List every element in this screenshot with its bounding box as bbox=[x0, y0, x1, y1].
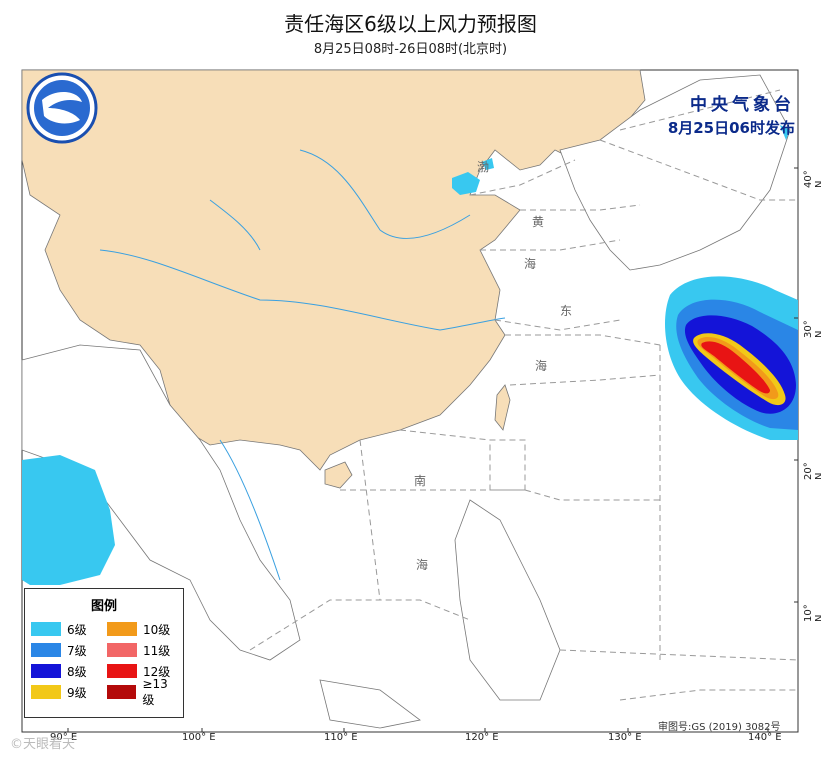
agency-name: 中央气象台 bbox=[690, 95, 795, 115]
legend-swatch bbox=[107, 664, 137, 678]
cma-logo bbox=[26, 72, 98, 144]
lon-label: 100° E bbox=[182, 732, 216, 743]
legend-swatch bbox=[107, 622, 137, 636]
sea-label-hai-3: 海 bbox=[416, 558, 429, 572]
china-landmass bbox=[21, 69, 646, 471]
legend-item: 6级 bbox=[31, 621, 103, 637]
legend-item: 7级 bbox=[31, 642, 103, 658]
sea-label-huang: 黄 bbox=[532, 215, 545, 229]
watermark: ©天眼看天 bbox=[10, 737, 76, 752]
lat-label: 30° N bbox=[803, 320, 821, 338]
legend-swatch bbox=[31, 685, 61, 699]
issue-time: 8月25日06时发布 bbox=[667, 119, 795, 137]
page-title: 责任海区6级以上风力预报图 bbox=[284, 12, 537, 36]
legend-item: 12级 bbox=[107, 663, 179, 679]
lat-label: 40° N bbox=[803, 170, 821, 188]
hainan-island bbox=[324, 461, 353, 489]
legend-item: 9级 bbox=[31, 684, 103, 700]
sea-label-hai-1: 海 bbox=[524, 257, 537, 271]
typhoon-wind-field bbox=[665, 276, 798, 440]
lon-label: 130° E bbox=[608, 732, 642, 743]
lat-label: 20° N bbox=[803, 462, 821, 480]
agency-stamp: 中央气象台 8月25日06时发布 bbox=[668, 90, 795, 138]
sea-label-hai-2: 海 bbox=[535, 359, 548, 373]
taiwan-island bbox=[494, 384, 511, 431]
lon-label: 120° E bbox=[465, 732, 499, 743]
wind-zone-bengal bbox=[22, 455, 115, 585]
legend-swatch bbox=[31, 643, 61, 657]
sea-label-bohai: 渤 bbox=[477, 160, 490, 174]
legend-swatch bbox=[31, 622, 61, 636]
lon-label: 90° E bbox=[50, 732, 78, 743]
sea-label-dong: 东 bbox=[560, 304, 573, 318]
lat-label: 10° N bbox=[803, 604, 821, 622]
sea-label-nan: 南 bbox=[414, 474, 427, 488]
legend-item: ≥13级 bbox=[107, 677, 179, 707]
legend-swatch bbox=[107, 685, 137, 699]
lon-label: 140° E bbox=[748, 732, 782, 743]
legend-item: 11级 bbox=[107, 642, 179, 658]
legend: 图例 6级 10级 7级 11级 8级 12级 9级 ≥13级 bbox=[24, 588, 184, 718]
legend-item: 8级 bbox=[31, 663, 103, 679]
page-subtitle: 8月25日08时-26日08时(北京时) bbox=[313, 42, 508, 57]
lon-label: 110° E bbox=[324, 732, 358, 743]
legend-swatch bbox=[31, 664, 61, 678]
legend-title: 图例 bbox=[90, 599, 117, 614]
wind-zone-bohai bbox=[452, 172, 480, 195]
approval-number: 审图号:GS (2019) 3082号 bbox=[658, 722, 781, 733]
legend-item: 10级 bbox=[107, 621, 179, 637]
legend-swatch bbox=[107, 643, 137, 657]
